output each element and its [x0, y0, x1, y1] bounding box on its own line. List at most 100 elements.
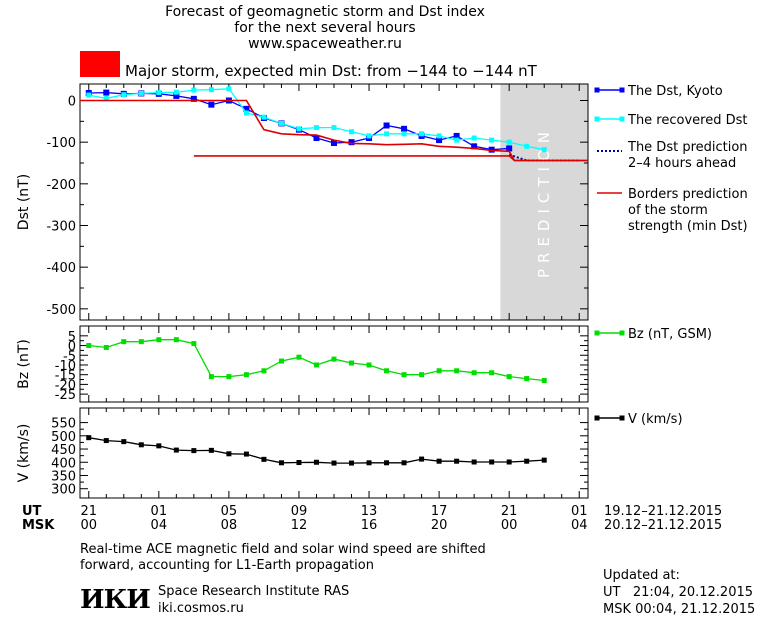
y-tick-label: 450: [51, 443, 76, 458]
data-point-3-1: [121, 439, 127, 445]
data-point-3-1: [506, 459, 512, 465]
data-point-2-1: [208, 374, 214, 380]
data-point-1-2: [208, 87, 214, 93]
data-point-1-2: [138, 90, 144, 96]
storm-level-swatch: [80, 51, 120, 77]
data-point-1-2: [401, 131, 407, 137]
legend-dst-kyoto-marker: [619, 87, 625, 93]
legend-borders-label-2: of the storm: [628, 203, 708, 218]
x-tick-label-msk: 08: [221, 518, 238, 533]
data-point-1-1: [348, 139, 355, 146]
data-point-1-1: [401, 125, 408, 132]
x-tick-label-ut: 09: [291, 504, 308, 519]
data-point-1-2: [366, 133, 372, 139]
y-tick-label: -300: [46, 220, 76, 235]
data-point-1-1: [436, 137, 443, 144]
legend-recovered-label: The recovered Dst: [627, 113, 747, 128]
y-tick-label: 0: [68, 340, 76, 355]
series-line-1-3: [508, 153, 580, 162]
data-point-3-1: [366, 460, 372, 466]
data-point-2-1: [349, 360, 355, 366]
data-point-2-1: [384, 368, 390, 374]
data-point-1-2: [86, 92, 92, 98]
data-point-3-1: [103, 438, 109, 444]
legend-dst-kyoto-marker: [594, 87, 600, 93]
legend-recovered-marker: [619, 116, 625, 122]
data-point-2-1: [541, 378, 547, 384]
data-point-1-2: [278, 120, 284, 126]
data-point-2-1: [471, 370, 477, 376]
x-tick-label-msk: 12: [291, 518, 308, 533]
legend-v-label: V (km/s): [628, 412, 683, 427]
data-point-3-1: [349, 460, 355, 466]
data-point-2-1: [86, 343, 92, 349]
x-axis-ut-label: UT: [22, 504, 42, 519]
data-point-3-1: [436, 458, 442, 464]
updated-label: Updated at:: [603, 568, 680, 583]
data-point-3-1: [489, 459, 495, 465]
data-point-1-2: [261, 114, 267, 120]
data-point-2-1: [419, 372, 425, 378]
x-axis-msk-label: MSK: [22, 518, 55, 533]
y-tick-label: -500: [46, 303, 76, 318]
x-tick-label-msk: 00: [501, 518, 518, 533]
series-line-3-1: [88, 437, 545, 464]
data-point-2-1: [138, 339, 144, 345]
footnote-line-2: forward, accounting for L1-Earth propaga…: [80, 558, 374, 573]
data-point-2-1: [524, 376, 530, 382]
data-point-3-1: [524, 458, 530, 464]
data-point-3-1: [454, 458, 460, 464]
data-point-1-2: [506, 139, 512, 145]
data-point-1-2: [103, 95, 109, 101]
x-tick-label-ut: 21: [80, 504, 97, 519]
x-tick-label-ut: 21: [501, 504, 518, 519]
legend-recovered-marker: [594, 116, 600, 122]
chart-title-line-1: Forecast of geomagnetic storm and Dst in…: [165, 4, 485, 20]
data-point-1-1: [506, 145, 513, 152]
x-tick-label-ut: 17: [431, 504, 448, 519]
x-tick-label-ut: 01: [151, 504, 168, 519]
data-point-2-1: [313, 362, 319, 368]
panel-frame-2: [79, 325, 589, 403]
data-point-2-1: [366, 362, 372, 368]
legend-bz-marker: [619, 330, 625, 336]
data-point-3-1: [331, 460, 337, 466]
data-point-1-2: [541, 147, 547, 153]
legend-bz-label: Bz (nT, GSM): [628, 327, 712, 342]
data-point-1-2: [454, 137, 460, 143]
y-tick-label: -15: [55, 369, 76, 384]
data-point-3-1: [261, 456, 267, 462]
data-point-1-1: [173, 92, 180, 99]
data-point-1-1: [453, 132, 460, 139]
footnote-line-1: Real-time ACE magnetic field and solar w…: [80, 542, 486, 557]
data-point-1-2: [349, 129, 355, 135]
series-line-1-5: [193, 155, 588, 162]
data-point-3-1: [243, 451, 249, 457]
data-point-2-1: [243, 372, 249, 378]
data-point-2-1: [401, 372, 407, 378]
data-point-1-2: [243, 110, 249, 116]
x-tick-label-msk: 00: [80, 518, 97, 533]
storm-forecast-text: Major storm, expected min Dst: from −144…: [125, 62, 537, 80]
data-point-1-2: [471, 135, 477, 141]
updated-ut: UT 21:04, 20.12.2015: [603, 585, 754, 600]
iki-logo: ИКИ: [80, 585, 151, 615]
org-site[interactable]: iki.cosmos.ru: [158, 601, 244, 616]
data-point-3-1: [401, 460, 407, 466]
data-point-2-1: [331, 356, 337, 362]
x-axis-ut-range: 19.12–21.12.2015: [604, 504, 722, 519]
legend-borders-label-1: Borders prediction: [628, 187, 748, 202]
data-point-1-2: [313, 125, 319, 131]
y-tick-label: 350: [51, 469, 76, 484]
legend-prediction-label-2: 2–4 hours ahead: [628, 156, 736, 171]
data-point-2-1: [454, 368, 460, 374]
prediction-region: [500, 84, 588, 320]
data-point-3-1: [86, 435, 92, 441]
chart-title-url[interactable]: www.spaceweather.ru: [248, 36, 402, 52]
data-point-3-1: [156, 443, 162, 449]
data-point-1-1: [383, 122, 390, 129]
y-tick-label: 5: [68, 330, 76, 345]
y-tick-label: 550: [51, 417, 76, 432]
data-point-2-1: [296, 354, 302, 360]
y-tick-label: -200: [46, 178, 76, 193]
